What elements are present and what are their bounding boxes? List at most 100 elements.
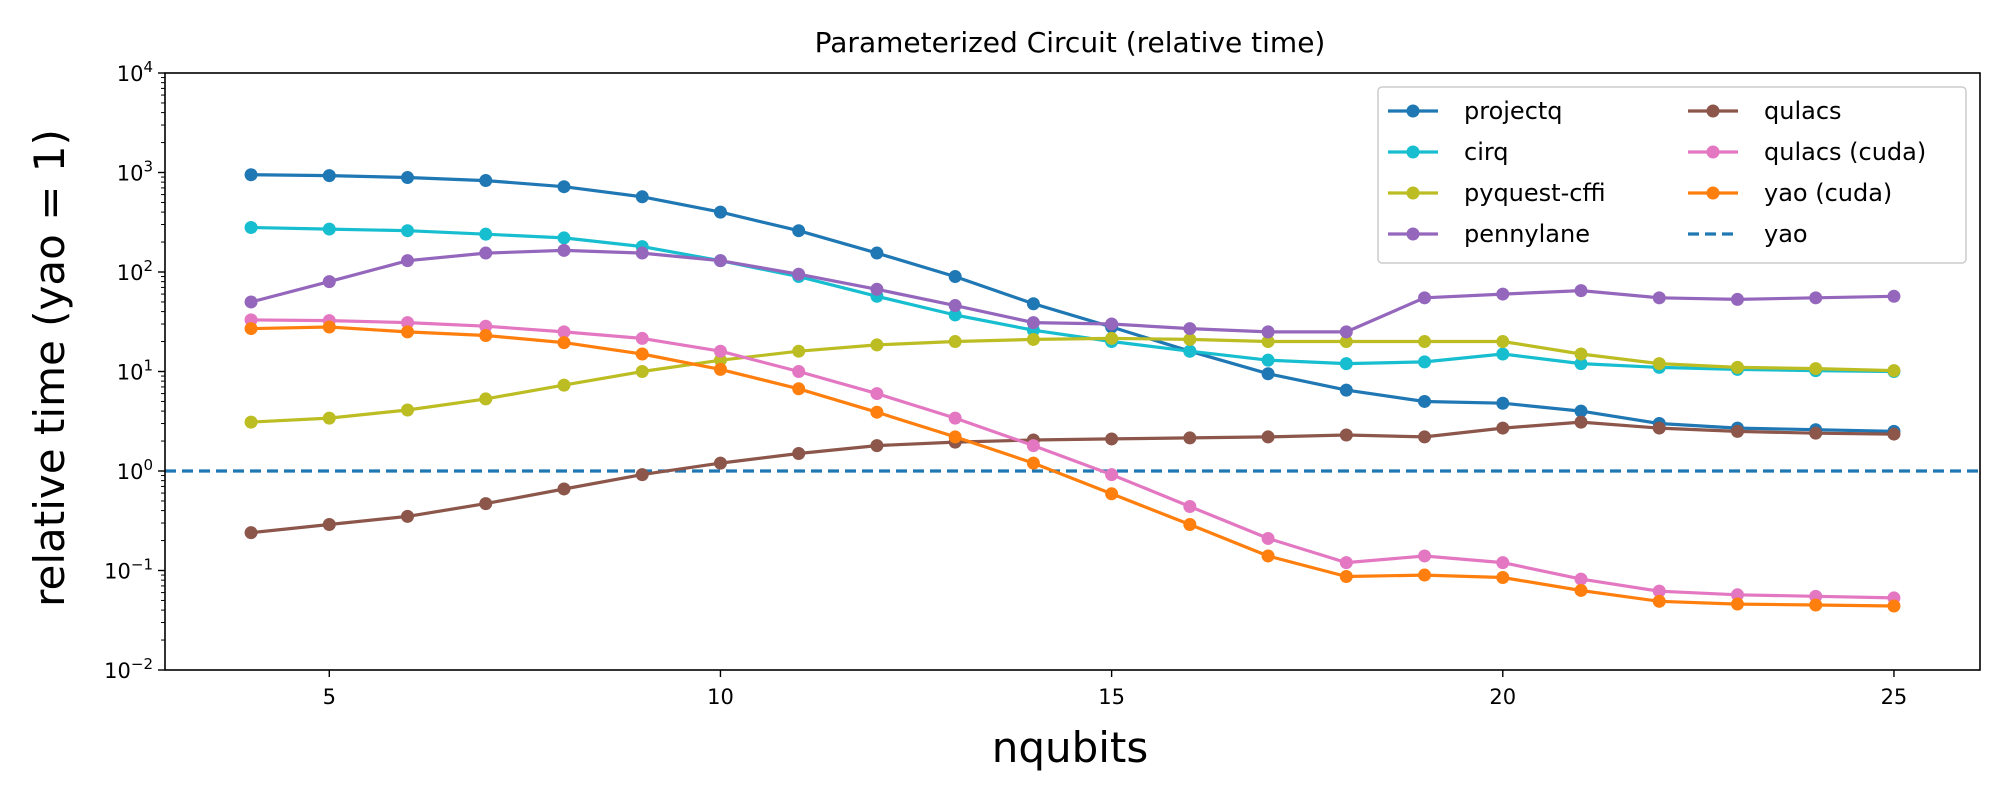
x-tick-label: 5 (323, 685, 336, 709)
data-point-pennylane (1809, 291, 1823, 305)
data-point-qulacs-cuda (1496, 556, 1510, 570)
data-point-cirq (1418, 355, 1432, 369)
series-line-cirq (251, 225, 1894, 374)
data-point-qulacs-cuda (1261, 531, 1275, 545)
data-point-projectq (1026, 297, 1040, 311)
data-point-yao-cuda (1026, 456, 1040, 470)
data-point-qulacs (792, 446, 806, 460)
data-point-pennylane (1730, 292, 1744, 306)
data-point-pyquest-cffi (1730, 360, 1744, 374)
data-point-yao-cuda (635, 347, 649, 361)
data-point-projectq (401, 171, 415, 185)
data-point-qulacs-cuda (1105, 468, 1119, 482)
data-point-qulacs (1730, 424, 1744, 438)
data-point-yao-cuda (1418, 568, 1432, 582)
data-point-yao-cuda (713, 362, 727, 376)
x-axis-label: nqubits (992, 723, 1149, 772)
data-point-projectq (870, 246, 884, 260)
y-tick-label: 103 (117, 158, 153, 186)
data-point-qulacs-cuda (1026, 439, 1040, 453)
data-point-projectq (479, 174, 493, 188)
x-tick-label: 15 (1098, 685, 1125, 709)
series-line-pennylane (250, 248, 1894, 334)
data-point-pyquest-cffi (1496, 335, 1510, 349)
data-point-cirq (1261, 353, 1275, 367)
data-point-pyquest-cffi (1105, 331, 1119, 345)
data-point-cirq (1574, 357, 1588, 371)
legend-label: yao (cuda) (1764, 179, 1892, 207)
data-point-qulacs (322, 517, 336, 531)
y-tick-label: 100 (117, 456, 153, 484)
y-tick-label: 104 (117, 58, 153, 86)
data-point-cirq (244, 221, 258, 235)
legend-label: qulacs (1764, 97, 1842, 125)
data-point-pyquest-cffi (1026, 332, 1040, 346)
data-point-yao-cuda (948, 430, 962, 444)
legend-marker (1706, 186, 1720, 200)
legend-marker (1706, 145, 1720, 159)
data-point-pyquest-cffi (1339, 335, 1353, 349)
data-point-pennylane (635, 246, 649, 260)
series-line-yao-cuda (251, 325, 1894, 608)
data-point-pyquest-cffi (635, 365, 649, 378)
data-point-yao-cuda (322, 320, 336, 334)
legend-label: pyquest-cffi (1464, 179, 1606, 207)
data-point-pennylane (1339, 325, 1353, 339)
chart-title: Parameterized Circuit (relative time) (815, 26, 1326, 59)
data-point-pennylane (1418, 291, 1432, 305)
data-point-cirq (479, 227, 493, 241)
data-point-qulacs-cuda (713, 344, 727, 358)
data-point-qulacs-cuda (557, 325, 571, 339)
data-point-qulacs (870, 439, 884, 453)
data-point-yao-cuda (792, 382, 806, 396)
data-point-qulacs-cuda (870, 387, 884, 401)
legend: projectq cirq pyquest-cffi pennylane qulacs q… (1377, 86, 1967, 264)
data-point-pyquest-cffi (1261, 335, 1275, 349)
y-tick-label: 10−1 (104, 556, 153, 584)
data-point-qulacs-cuda (1418, 549, 1432, 563)
legend-box (1377, 86, 1967, 264)
data-point-qulacs (1652, 421, 1666, 435)
data-point-qulacs-cuda (1339, 556, 1353, 570)
x-tick-label: 10 (707, 685, 734, 709)
data-point-projectq (792, 224, 806, 238)
data-point-qulacs (1887, 427, 1901, 441)
legend-marker (1406, 104, 1420, 118)
data-point-qulacs (401, 509, 415, 523)
data-point-pennylane (1574, 284, 1588, 298)
data-point-pyquest-cffi (401, 403, 415, 417)
data-point-projectq (557, 180, 571, 194)
data-point-pennylane (244, 295, 258, 309)
data-point-pyquest-cffi (870, 338, 884, 352)
data-point-yao-cuda (557, 336, 571, 350)
data-point-pyquest-cffi (322, 411, 336, 425)
legend-label: qulacs (cuda) (1764, 138, 1926, 166)
data-point-qulacs-cuda (401, 316, 415, 330)
data-point-yao-cuda (1105, 487, 1119, 501)
y-axis-label: relative time (yao = 1) (25, 129, 74, 607)
data-point-pennylane (1887, 289, 1901, 303)
legend-label: projectq (1464, 97, 1563, 125)
data-point-qulacs-cuda (1652, 584, 1666, 598)
data-point-qulacs (1809, 426, 1823, 440)
data-point-pennylane (792, 267, 806, 281)
legend-label: yao (1764, 220, 1808, 248)
data-point-yao-cuda (870, 405, 884, 419)
data-point-yao-cuda (1339, 570, 1353, 584)
data-point-qulacs (244, 526, 258, 540)
data-point-yao-cuda (1809, 598, 1823, 612)
data-point-yao-cuda (479, 329, 493, 343)
data-point-cirq (557, 231, 571, 245)
data-point-projectq (1496, 396, 1510, 410)
data-point-qulacs-cuda (635, 331, 649, 345)
data-point-pyquest-cffi (1652, 357, 1666, 371)
data-point-qulacs-cuda (1730, 588, 1744, 602)
data-point-qulacs (1339, 428, 1353, 442)
data-point-qulacs (1183, 431, 1197, 445)
data-point-qulacs (1496, 421, 1510, 435)
legend-marker (1406, 227, 1420, 241)
data-point-pennylane (1261, 325, 1275, 339)
data-point-qulacs-cuda (1183, 499, 1197, 513)
data-point-qulacs-cuda (948, 411, 962, 425)
